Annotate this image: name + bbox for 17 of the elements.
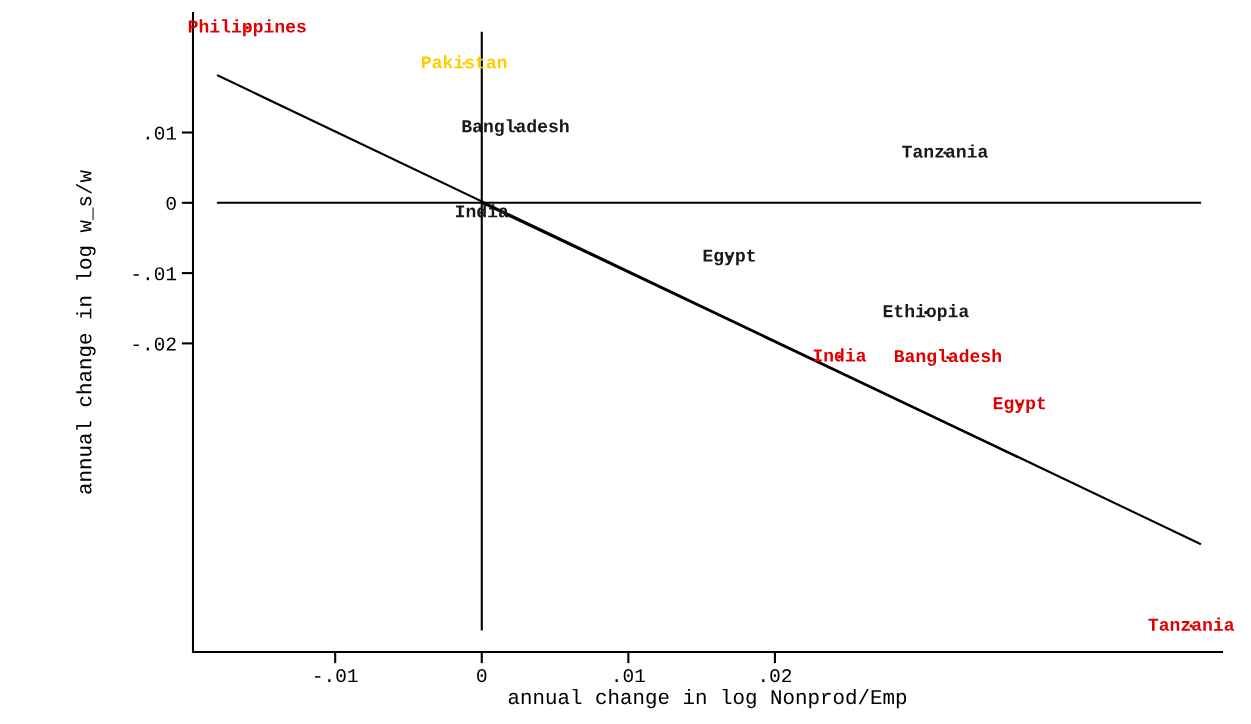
data-label: India bbox=[813, 348, 867, 362]
y-tick-label: -.01 bbox=[133, 267, 177, 281]
x-tick-label: .02 bbox=[762, 669, 792, 683]
data-label: Bangladesh bbox=[894, 349, 1001, 366]
data-label: Tanzania bbox=[902, 144, 988, 158]
data-label: Egypt bbox=[993, 397, 1046, 413]
y-tick-label: .01 bbox=[146, 126, 177, 140]
y-tick-label: 0 bbox=[166, 196, 176, 211]
y-axis-title: annual change in log w_s/w bbox=[76, 170, 96, 494]
x-axis-title: annual change in log Nonprod/Emp bbox=[508, 688, 907, 709]
x-tick-label: .01 bbox=[615, 669, 645, 683]
y-tick-label: -.02 bbox=[133, 337, 176, 351]
data-label: Egypt bbox=[703, 249, 755, 266]
x-tick-label: 0 bbox=[477, 669, 487, 683]
data-label: Ethiopia bbox=[883, 304, 969, 321]
x-tick-label: -.01 bbox=[315, 669, 358, 683]
data-label: Tanzania bbox=[1148, 617, 1235, 631]
